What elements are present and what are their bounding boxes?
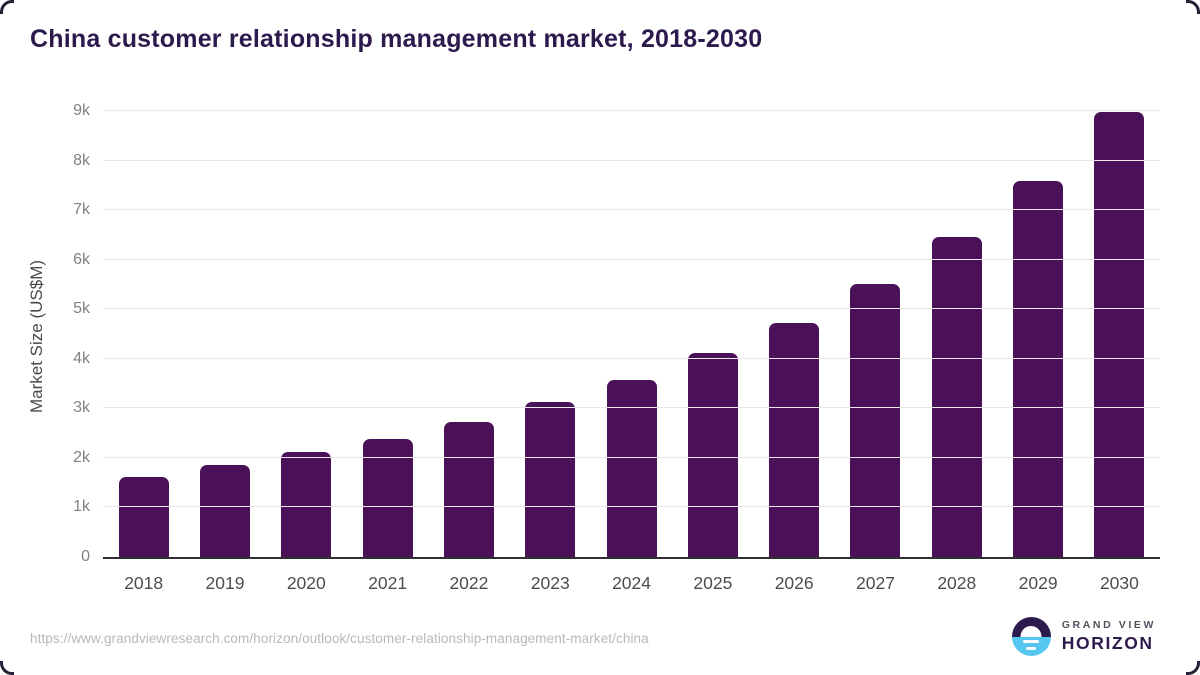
bar-column-2027: 2027 — [835, 113, 916, 593]
bar-2023[interactable] — [525, 401, 576, 557]
bar-column-2019: 2019 — [184, 113, 265, 593]
bar-2019[interactable] — [199, 464, 250, 557]
bar-2026[interactable] — [769, 323, 820, 557]
bar-2020[interactable] — [281, 451, 332, 557]
y-axis-title: Market Size (US$M) — [27, 259, 46, 413]
x-tick-label-2027: 2027 — [856, 573, 895, 593]
bar-column-2026: 2026 — [754, 113, 835, 593]
y-tick-label-9k: 9k — [73, 102, 90, 119]
card-corner-top-right — [1186, 0, 1200, 14]
bar-column-2030: 2030 — [1079, 111, 1160, 593]
x-tick-label-2022: 2022 — [449, 573, 489, 593]
card-corner-bottom-left — [0, 661, 14, 675]
x-tick-label-2023: 2023 — [530, 573, 570, 593]
bar-column-2020: 2020 — [266, 113, 347, 593]
logo-product-name: HORIZON — [1061, 633, 1154, 653]
bar-2030[interactable] — [1094, 111, 1145, 557]
icon-reflection-line-2 — [1026, 646, 1037, 650]
bar-column-2029: 2029 — [997, 113, 1078, 593]
x-tick-label-2019: 2019 — [205, 573, 245, 593]
bar-2018[interactable] — [118, 476, 169, 557]
x-tick-label-2018: 2018 — [124, 573, 164, 593]
gridline-5k — [103, 308, 1160, 310]
bar-2029[interactable] — [1013, 181, 1064, 557]
y-tick-label-7k: 7k — [73, 201, 90, 219]
card-corner-bottom-right — [1186, 661, 1200, 675]
grand-view-horizon-logo: GRAND VIEW HORIZON — [1011, 617, 1156, 656]
x-tick-label-2029: 2029 — [1018, 573, 1058, 593]
logo-text: GRAND VIEW HORIZON — [1062, 619, 1156, 654]
bar-2021[interactable] — [362, 438, 413, 557]
bar-2025[interactable] — [687, 353, 738, 557]
bar-column-2023: 2023 — [510, 113, 591, 593]
x-tick-label-2024: 2024 — [612, 573, 651, 593]
y-tick-label-6k: 6k — [73, 250, 90, 268]
gridline-6k — [103, 258, 1160, 260]
bar-column-2021: 2021 — [347, 113, 428, 593]
gridline-4k — [103, 357, 1160, 359]
y-tick-label-1k: 1k — [73, 498, 90, 516]
bar-2028[interactable] — [931, 237, 982, 557]
icon-reflection-line-1 — [1023, 639, 1040, 643]
bar-column-2018: 2018 — [103, 113, 184, 593]
y-tick-label-8k: 8k — [73, 151, 90, 169]
x-tick-label-2021: 2021 — [368, 573, 408, 593]
x-tick-label-2025: 2025 — [693, 573, 733, 593]
bar-column-2024: 2024 — [591, 113, 672, 593]
y-tick-label-4k: 4k — [73, 349, 90, 367]
gridline-2k — [103, 456, 1160, 458]
y-tick-label-2k: 2k — [73, 448, 90, 466]
bars-container: 2018 2019 2020 2021 2022 2023 2024 2025 2026 2027… — [103, 111, 1160, 593]
x-tick-label-2030: 2030 — [1099, 573, 1139, 593]
bar-2022[interactable] — [443, 422, 494, 557]
horizon-sun-icon — [1011, 617, 1051, 656]
gridline-1k — [103, 506, 1160, 508]
y-tick-label-3k: 3k — [73, 399, 90, 417]
bar-2027[interactable] — [850, 283, 901, 557]
gridline-7k — [103, 209, 1160, 211]
gridline-9k — [103, 110, 1160, 111]
bar-column-2025: 2025 — [672, 113, 753, 593]
icon-sea-half — [1011, 636, 1051, 656]
gridline-8k — [103, 159, 1160, 161]
source-url: https://www.grandviewresearch.com/horizo… — [30, 631, 649, 646]
x-tick-label-2020: 2020 — [286, 573, 326, 593]
card-corner-top-left — [0, 0, 14, 14]
icon-sun-dome — [1020, 626, 1042, 637]
chart-title: China customer relationship management m… — [30, 25, 763, 53]
logo-brand-name: GRAND VIEW — [1061, 619, 1156, 631]
y-tick-label-5k: 5k — [73, 300, 90, 318]
gridline-3k — [103, 407, 1160, 409]
x-tick-label-2028: 2028 — [937, 573, 977, 593]
y-tick-label-0: 0 — [81, 548, 90, 565]
bar-column-2028: 2028 — [916, 113, 997, 593]
plot-area: 2018 2019 2020 2021 2022 2023 2024 2025 2026 2027… — [73, 103, 1160, 593]
bar-2024[interactable] — [606, 379, 657, 557]
x-tick-label-2026: 2026 — [774, 573, 814, 593]
bar-column-2022: 2022 — [428, 113, 509, 593]
